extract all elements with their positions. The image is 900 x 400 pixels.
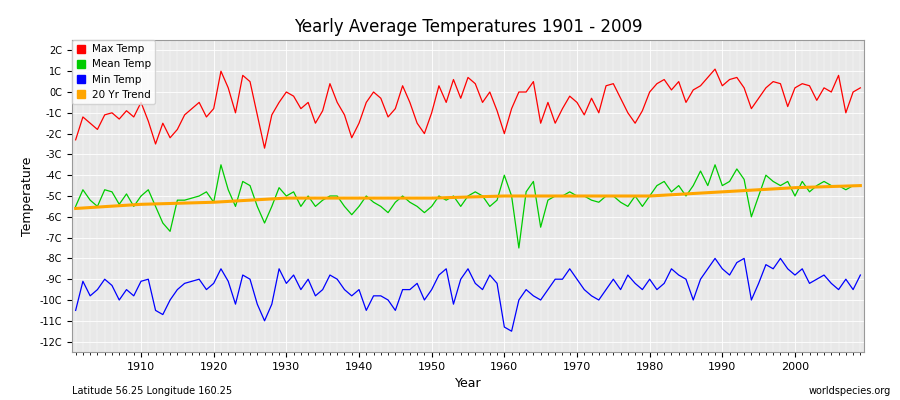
Title: Yearly Average Temperatures 1901 - 2009: Yearly Average Temperatures 1901 - 2009	[293, 18, 643, 36]
Text: Latitude 56.25 Longitude 160.25: Latitude 56.25 Longitude 160.25	[72, 386, 232, 396]
Legend: Max Temp, Mean Temp, Min Temp, 20 Yr Trend: Max Temp, Mean Temp, Min Temp, 20 Yr Tre…	[72, 40, 155, 104]
X-axis label: Year: Year	[454, 377, 482, 390]
Y-axis label: Temperature: Temperature	[21, 156, 34, 236]
Text: worldspecies.org: worldspecies.org	[809, 386, 891, 396]
